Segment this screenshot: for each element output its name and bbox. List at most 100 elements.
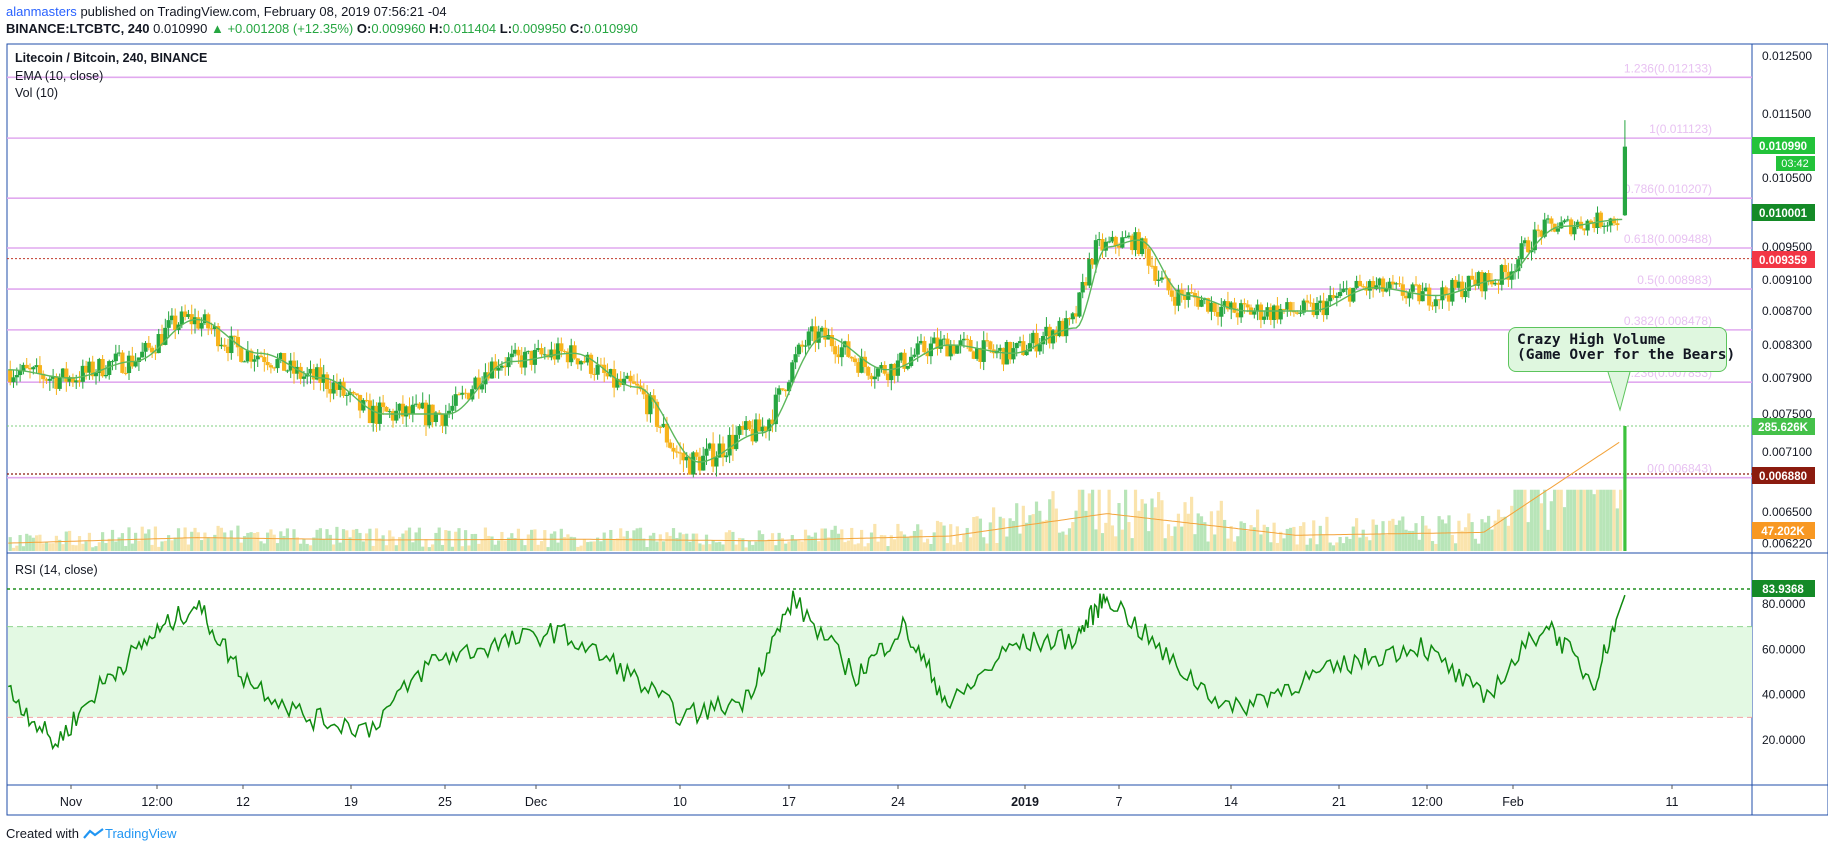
candle-body <box>84 365 89 373</box>
candle-body <box>582 361 587 363</box>
volume-bar <box>1137 510 1141 551</box>
candle-body <box>272 367 277 369</box>
candle-body <box>971 351 976 359</box>
candle-body <box>1555 228 1561 232</box>
time-tick-label: 11 <box>1666 795 1679 809</box>
volume-bar <box>922 542 926 551</box>
volume-bar <box>1569 489 1573 551</box>
candle-body <box>687 456 693 475</box>
candle-body <box>1110 236 1115 242</box>
volume-bar <box>1153 507 1157 551</box>
volume-bar <box>691 533 695 551</box>
volume-bar <box>668 535 672 551</box>
candle-body <box>579 361 584 365</box>
volume-bar <box>556 542 560 551</box>
volume-bar <box>157 546 161 551</box>
volume-bar <box>101 532 105 551</box>
volume-bar <box>866 543 870 551</box>
volume-bar <box>1496 509 1501 551</box>
time-tick-label: Dec <box>525 795 547 809</box>
volume-bar <box>84 541 88 551</box>
fib-label: 1(0.011123) <box>1649 122 1712 136</box>
candle-body <box>836 354 841 358</box>
chart-title: Litecoin / Bitcoin, 240, BINANCE <box>15 51 208 65</box>
candle-body <box>1404 295 1409 299</box>
candle-body <box>1083 281 1089 286</box>
volume-bar <box>1543 489 1547 551</box>
volume-group <box>8 489 1623 551</box>
candle-body <box>443 413 448 426</box>
fib-label: 0(0.006843) <box>1647 462 1712 476</box>
candle-body <box>707 443 712 449</box>
candle-body <box>925 352 930 357</box>
price-tick-label: 0.009500 <box>1762 240 1812 254</box>
volume-bar <box>1602 489 1606 551</box>
candle-body <box>760 426 765 432</box>
candle-body <box>64 368 69 382</box>
candle-body <box>740 426 745 430</box>
candle-body <box>1047 326 1052 344</box>
candle-body <box>1354 280 1359 288</box>
volume-bar <box>1219 500 1223 551</box>
volume-bar <box>252 532 257 551</box>
candle-body <box>1575 221 1580 227</box>
volume-bar <box>1536 489 1540 551</box>
candle-body <box>1598 212 1603 227</box>
candle-body <box>1371 281 1376 290</box>
volume-bar <box>734 544 738 551</box>
candle-body <box>1021 341 1026 356</box>
volume-bar <box>493 544 497 551</box>
volume-bar <box>1572 489 1577 551</box>
candle-body <box>833 346 838 355</box>
volume-bar <box>48 543 52 551</box>
fib-label: 0.786(0.010207) <box>1624 182 1712 196</box>
candle-body <box>1314 302 1320 316</box>
volume-bar <box>543 530 547 551</box>
volume-bar <box>473 533 478 551</box>
candle-body <box>1532 229 1537 251</box>
volume-bar <box>190 531 194 551</box>
candles-group <box>8 120 1628 478</box>
volume-bar <box>196 532 200 551</box>
candle-body <box>631 381 637 384</box>
candle-body <box>371 405 376 424</box>
volume-bar <box>945 543 950 551</box>
volume-bar <box>1157 492 1161 551</box>
candle-body <box>645 394 650 415</box>
tradingview-logo[interactable]: TradingView <box>83 826 177 841</box>
volume-bar <box>1463 527 1468 551</box>
candle-body <box>301 376 307 379</box>
volume-bar <box>579 545 583 551</box>
candle-body <box>945 338 950 357</box>
volume-bar <box>404 530 408 551</box>
price-badge <box>1752 251 1815 268</box>
candle-body <box>575 358 580 365</box>
volume-bar <box>1364 536 1369 551</box>
volume-bar <box>615 538 620 551</box>
candle-body <box>770 419 775 425</box>
candle-body <box>1559 222 1564 229</box>
candle-body <box>275 359 280 369</box>
volume-bar <box>1150 498 1154 551</box>
volume-bar <box>1272 522 1276 551</box>
author-link[interactable]: alanmasters <box>6 4 77 19</box>
volume-bar <box>183 527 187 551</box>
candle-body <box>37 365 43 374</box>
footer: Created with TradingView <box>6 826 177 841</box>
candle-body <box>1189 292 1194 294</box>
candle-body <box>737 426 742 435</box>
volume-bar <box>219 527 224 551</box>
volume-bar <box>341 529 346 551</box>
volume-bar <box>787 541 791 551</box>
volume-bar <box>94 546 98 551</box>
volume-bar <box>869 532 874 551</box>
volume-bar <box>817 541 821 551</box>
candle-body <box>1450 279 1455 302</box>
volume-bar <box>44 542 49 551</box>
candle-body <box>1387 281 1392 289</box>
volume-bar <box>269 529 273 551</box>
volume-bar <box>160 541 164 551</box>
candle-body <box>654 401 660 427</box>
volume-bar <box>1487 515 1491 551</box>
